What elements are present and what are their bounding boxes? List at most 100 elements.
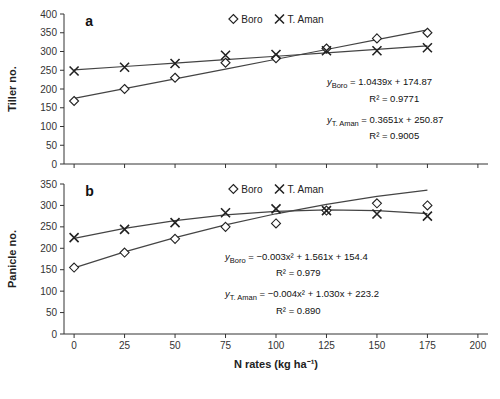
- x-tick: [74, 334, 75, 338]
- annotation-suffix: = 0.3651x + 250.87: [359, 114, 444, 125]
- y-tick-label: 50: [46, 307, 58, 318]
- data-point: [372, 210, 381, 219]
- trend-line: [74, 210, 427, 238]
- x-tick: [326, 334, 327, 338]
- y-tick-label: 200: [40, 84, 57, 95]
- y-axis-label: Panicle no.: [6, 230, 18, 288]
- x-tick: [326, 164, 327, 168]
- y-tick: [60, 126, 64, 127]
- y-tick: [60, 269, 64, 270]
- x-tick: [225, 334, 226, 338]
- data-point: [372, 34, 381, 43]
- y-tick: [60, 89, 64, 90]
- legend-marker: [229, 185, 238, 194]
- x-tick-label: 175: [419, 340, 436, 351]
- y-tick: [60, 205, 64, 206]
- panel: 0501001502002503003500255075100125150175…: [6, 179, 488, 371]
- y-tick-label: 300: [40, 46, 57, 57]
- data-point: [423, 201, 432, 210]
- legend: BoroT. Aman: [229, 14, 324, 25]
- chart-root: 0 50 100 150 200 250 300 350 400 Tiller no. a yBoro…: [0, 0, 500, 399]
- data-point: [423, 28, 432, 37]
- data-point: [70, 97, 79, 106]
- x-tick-label: 125: [318, 340, 335, 351]
- data-point: [221, 208, 230, 217]
- x-tick: [175, 164, 176, 168]
- y-tick-label: 250: [40, 65, 57, 76]
- x-tick: [276, 164, 277, 168]
- y-tick: [60, 184, 64, 185]
- x-tick: [477, 334, 478, 338]
- y-tick: [60, 226, 64, 227]
- data-point: [272, 50, 281, 59]
- annotation-suffix: = 1.0439x + 174.87: [347, 76, 432, 87]
- legend-label: T. Aman: [287, 184, 323, 195]
- x-tick: [276, 334, 277, 338]
- data-point: [372, 46, 381, 55]
- annotation-text: R² = 0.9005: [369, 130, 419, 141]
- annotation-subscript: T. Aman: [332, 119, 359, 128]
- x-tick: [175, 334, 176, 338]
- x-tick-label: 100: [268, 340, 285, 351]
- annotation-subscript: T. Aman: [230, 293, 257, 302]
- panel-label: a: [85, 13, 93, 29]
- annotation-text: R² = 0.890: [276, 305, 321, 316]
- y-tick-label: 100: [40, 121, 57, 132]
- annotation-text: R² = 0.9771: [369, 93, 419, 104]
- trend-line: [74, 46, 427, 70]
- annotation-subscript: Boro: [332, 81, 348, 90]
- data-point: [171, 234, 180, 243]
- y-tick-label: 150: [40, 102, 57, 113]
- x-tick-label: 25: [119, 340, 131, 351]
- data-point: [272, 204, 281, 213]
- data-point: [322, 206, 331, 215]
- legend-label: Boro: [241, 184, 263, 195]
- y-tick: [60, 334, 64, 335]
- y-tick-label: 250: [40, 221, 57, 232]
- panel: 050100150200250300350400Tiller no.ayBoro…: [6, 9, 488, 170]
- trend-line: [74, 190, 427, 268]
- data-point: [120, 248, 129, 257]
- y-tick-label: 200: [40, 243, 57, 254]
- y-tick-label: 350: [40, 27, 57, 38]
- data-point: [272, 219, 281, 228]
- annotation-subscript: Boro: [230, 256, 246, 265]
- annotation: R² = 0.890: [276, 305, 321, 316]
- x-tick-label: 75: [220, 340, 232, 351]
- legend: Boro T. Aman: [229, 184, 324, 195]
- y-axis-label: Tiller no.: [6, 66, 18, 112]
- x-tick-label: 200: [470, 340, 487, 351]
- data-point: [171, 218, 180, 227]
- data-point: [120, 225, 129, 234]
- x-tick: [74, 164, 75, 168]
- x-tick: [376, 334, 377, 338]
- x-tick: [477, 164, 478, 168]
- y-tick-label: 400: [40, 9, 57, 20]
- y-tick-label: 350: [40, 179, 57, 190]
- annotation-text: R² = 0.979: [276, 267, 321, 278]
- y-tick: [60, 145, 64, 146]
- annotation: yBoro = −0.003x² + 1.561x + 154.4: [224, 251, 368, 265]
- annotation: yT. Aman = −0.004x² + 1.030x + 223.2: [224, 288, 379, 302]
- x-axis-label: N rates (kg ha⁻¹): [234, 358, 318, 370]
- x-tick: [376, 164, 377, 168]
- y-tick: [60, 107, 64, 108]
- data-point: [221, 51, 230, 60]
- y-tick: [60, 70, 64, 71]
- x-tick-label: 0: [71, 340, 77, 351]
- annotation: yT. Aman = 0.3651x + 250.87: [326, 114, 443, 128]
- y-tick: [60, 248, 64, 249]
- y-tick-label: 100: [40, 286, 57, 297]
- y-tick: [60, 32, 64, 33]
- y-axis-line: [64, 184, 65, 334]
- annotation-suffix: = −0.004x² + 1.030x + 223.2: [257, 288, 379, 299]
- data-point: [372, 199, 381, 208]
- panel-label: b: [85, 183, 94, 199]
- y-tick: [60, 291, 64, 292]
- annotation: R² = 0.979: [276, 267, 321, 278]
- plot-area: [70, 28, 432, 105]
- data-point: [70, 263, 79, 272]
- data-point: [120, 85, 129, 94]
- data-point: [171, 73, 180, 82]
- data-point: [171, 59, 180, 68]
